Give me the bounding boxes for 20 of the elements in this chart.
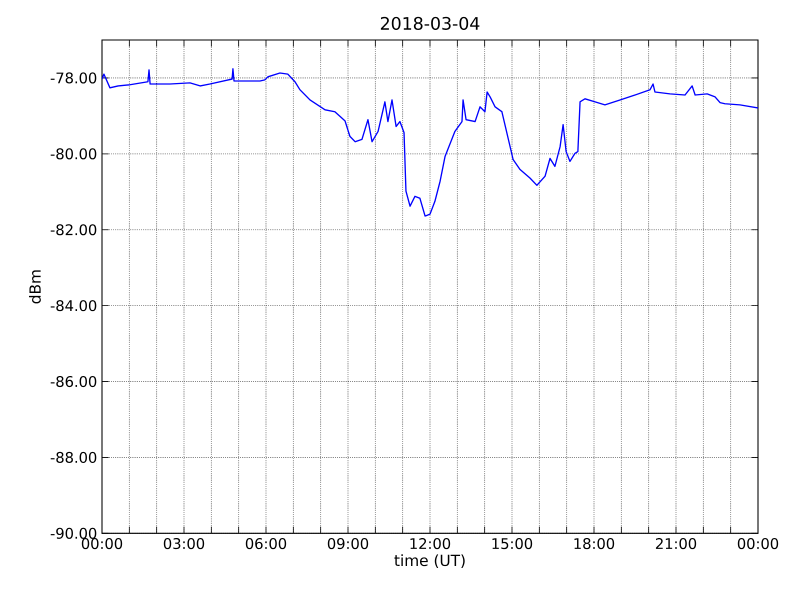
x-tick-label: 09:00 — [328, 538, 368, 550]
x-tick-label: 06:00 — [246, 538, 286, 550]
x-tick-label: 00:00 — [738, 538, 778, 550]
x-tick-label: 18:00 — [574, 538, 614, 550]
y-tick-label: -88.00 — [50, 452, 96, 463]
x-tick-label: 21:00 — [656, 538, 696, 550]
y-tick-label: -84.00 — [50, 300, 96, 312]
x-tick-label: 15:00 — [492, 538, 532, 550]
y-axis-title: dBm — [28, 270, 41, 304]
x-tick-label: 00:00 — [82, 538, 122, 550]
chart-title: 2018-03-04 — [380, 16, 480, 30]
x-axis-title: time (UT) — [394, 554, 465, 568]
y-tick-label: -90.00 — [50, 528, 96, 539]
y-tick-label: -82.00 — [50, 224, 96, 236]
y-tick-label: -78.00 — [50, 72, 96, 84]
x-tick-label: 12:00 — [410, 538, 450, 550]
x-tick-label: 03:00 — [164, 538, 204, 550]
line-series — [102, 68, 758, 217]
y-tick-label: -80.00 — [50, 148, 96, 160]
y-tick-label: -86.00 — [50, 376, 96, 388]
